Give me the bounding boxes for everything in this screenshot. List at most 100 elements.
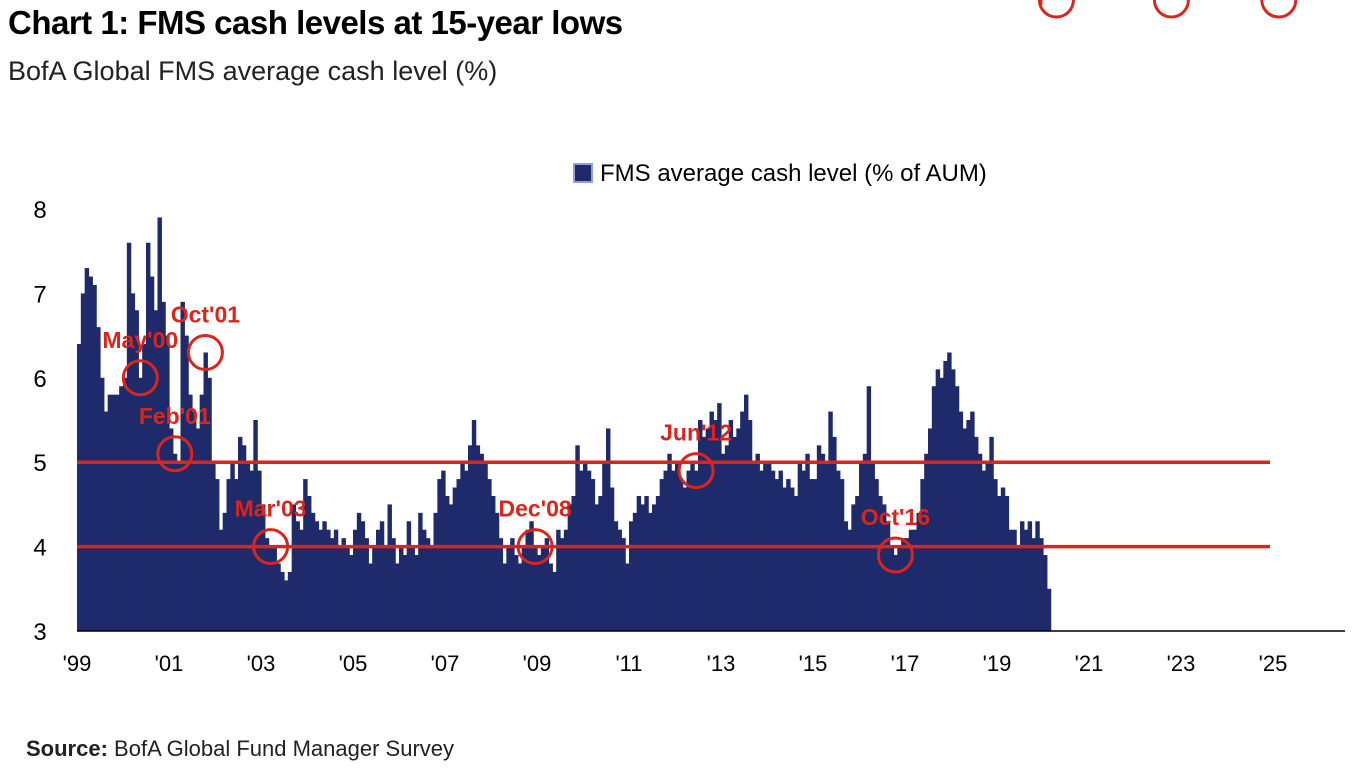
bar bbox=[636, 495, 642, 631]
bar bbox=[157, 217, 162, 631]
bar bbox=[1023, 529, 1029, 631]
bar bbox=[970, 411, 975, 631]
bar bbox=[471, 420, 477, 631]
bar bbox=[353, 529, 358, 631]
annotation-circle bbox=[677, 452, 715, 490]
bar bbox=[272, 546, 277, 631]
bar bbox=[924, 453, 929, 631]
x-tick-label: '23 bbox=[1167, 651, 1196, 676]
bar bbox=[874, 479, 879, 631]
annotation-label: Mar'03 bbox=[235, 496, 307, 522]
annotation-circle bbox=[1037, 0, 1075, 19]
bar bbox=[399, 546, 404, 631]
bar bbox=[184, 335, 189, 631]
bar bbox=[866, 386, 872, 631]
bar bbox=[1016, 546, 1021, 631]
bar bbox=[717, 403, 722, 631]
bar bbox=[165, 335, 170, 631]
bar bbox=[387, 504, 392, 631]
bar bbox=[594, 504, 599, 631]
bar bbox=[590, 479, 596, 631]
bar bbox=[790, 487, 795, 631]
bar bbox=[299, 529, 304, 631]
bar bbox=[379, 521, 385, 631]
bar bbox=[318, 529, 323, 631]
bar bbox=[345, 546, 350, 631]
bar bbox=[100, 377, 105, 631]
bar bbox=[203, 352, 208, 631]
bar bbox=[548, 563, 553, 631]
bar bbox=[215, 479, 220, 631]
bar bbox=[437, 479, 442, 631]
bar bbox=[625, 563, 630, 631]
bar bbox=[621, 538, 626, 631]
bar bbox=[993, 479, 998, 631]
bar bbox=[567, 504, 573, 631]
bar bbox=[694, 470, 699, 631]
bar bbox=[671, 470, 676, 631]
bar bbox=[464, 470, 469, 631]
x-tick-label: '99 bbox=[63, 651, 92, 676]
bar bbox=[889, 546, 895, 631]
bar bbox=[905, 538, 910, 631]
bar-chart: 3 4 5 6 7 8 '99 '01 '03 '05 '07 '09 '11 '13 '15 '17 '19… bbox=[33, 0, 1353, 676]
bar bbox=[303, 479, 308, 631]
annotation-circle bbox=[252, 528, 290, 566]
bar bbox=[805, 453, 810, 631]
bar bbox=[847, 529, 852, 631]
bar bbox=[92, 284, 97, 631]
x-tick-label: '01 bbox=[155, 651, 184, 676]
bar bbox=[809, 479, 814, 631]
bar bbox=[521, 546, 527, 631]
bar bbox=[736, 428, 741, 631]
bar bbox=[832, 436, 837, 631]
annotation-circle bbox=[1152, 0, 1190, 19]
bar bbox=[820, 453, 826, 631]
bar bbox=[920, 479, 925, 631]
bar bbox=[253, 420, 258, 631]
bar bbox=[1027, 521, 1033, 631]
bar bbox=[560, 538, 565, 631]
bar bbox=[506, 546, 511, 631]
bar bbox=[368, 563, 373, 631]
bar bbox=[468, 445, 473, 631]
x-tick-label: '07 bbox=[431, 651, 460, 676]
x-tick-label: '13 bbox=[707, 651, 736, 676]
bar bbox=[314, 521, 320, 631]
bar bbox=[414, 555, 419, 631]
bar bbox=[330, 538, 335, 631]
bar bbox=[901, 538, 906, 631]
bar bbox=[1046, 588, 1052, 631]
bar bbox=[678, 479, 684, 631]
legend-label: FMS average cash level (% of AUM) bbox=[600, 160, 987, 187]
bar bbox=[755, 453, 760, 631]
bar bbox=[966, 420, 971, 631]
bar bbox=[606, 428, 611, 631]
x-tick-label: '03 bbox=[247, 651, 276, 676]
x-tick-label: '17 bbox=[891, 651, 920, 676]
bar bbox=[433, 512, 438, 631]
bar bbox=[448, 504, 454, 631]
bar bbox=[981, 470, 987, 631]
annotation-circle bbox=[156, 435, 194, 473]
bar bbox=[142, 344, 147, 631]
bar bbox=[134, 310, 139, 631]
annotation-label: Oct'22 bbox=[1137, 0, 1206, 5]
bar bbox=[1000, 487, 1006, 631]
bar bbox=[962, 428, 967, 631]
bar bbox=[491, 495, 496, 631]
bar bbox=[153, 310, 159, 631]
bar bbox=[989, 436, 994, 631]
y-tick-label: 3 bbox=[33, 619, 46, 646]
bars-group bbox=[77, 217, 1052, 631]
bar bbox=[862, 453, 868, 631]
bar bbox=[88, 276, 93, 631]
bar bbox=[843, 521, 849, 631]
bar bbox=[307, 495, 312, 631]
bar bbox=[291, 504, 297, 631]
bar bbox=[951, 369, 956, 631]
bar bbox=[782, 487, 787, 631]
bar bbox=[475, 445, 481, 631]
bar bbox=[226, 479, 231, 631]
bar bbox=[928, 428, 933, 631]
